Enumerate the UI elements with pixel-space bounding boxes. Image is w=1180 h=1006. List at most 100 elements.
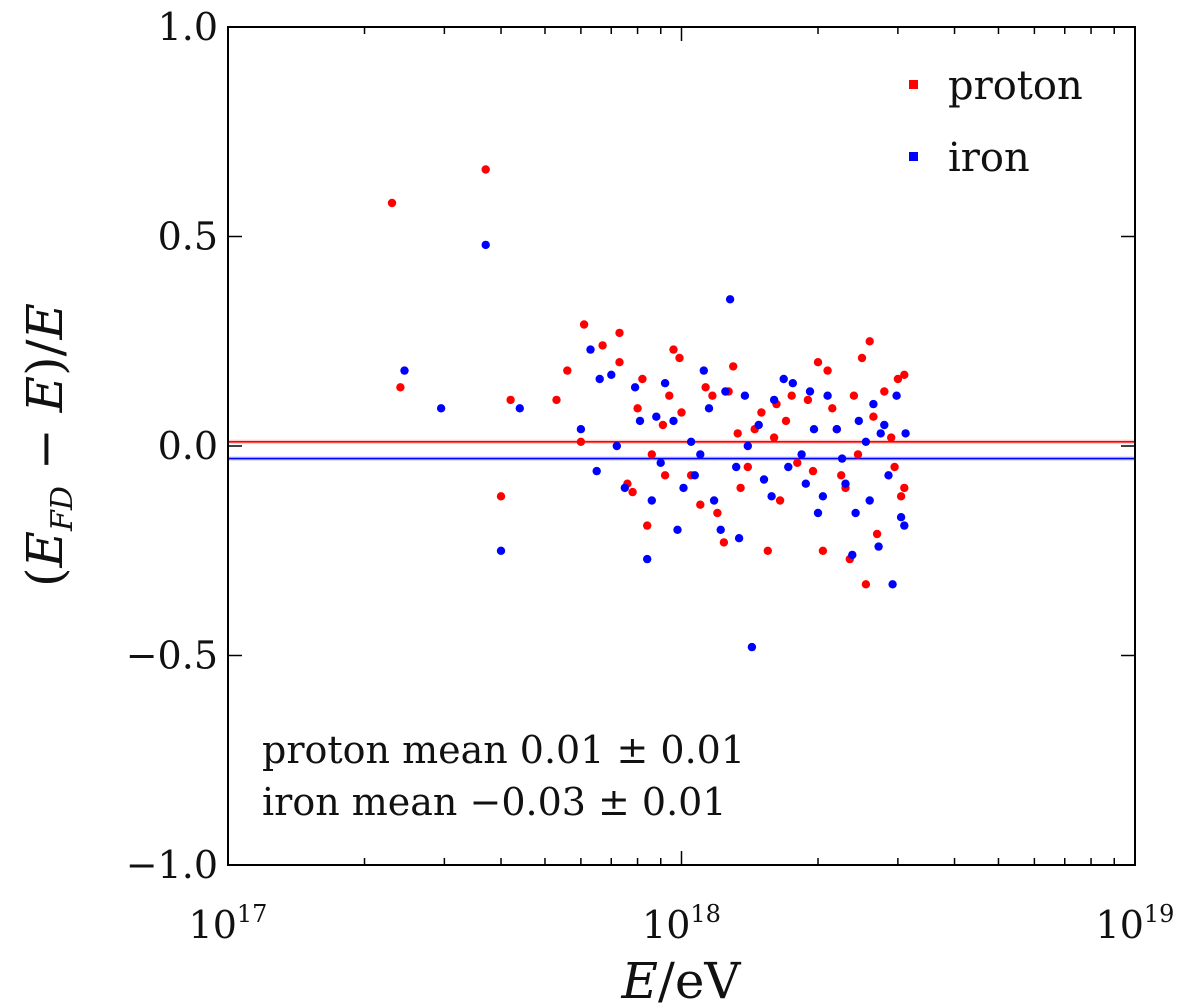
point-proton xyxy=(837,471,846,480)
axis-tick-labels: 1.0 0.5 0.0 −0.5 −1.0 1017 1018 1019 xyxy=(126,5,1175,947)
point-iron xyxy=(699,366,708,375)
point-proton xyxy=(872,529,882,539)
point-iron xyxy=(851,508,860,518)
point-iron xyxy=(901,429,910,438)
point-proton xyxy=(647,450,656,459)
point-proton xyxy=(803,395,813,405)
point-proton xyxy=(496,492,506,501)
point-iron xyxy=(595,374,604,384)
point-iron xyxy=(861,437,871,446)
point-iron xyxy=(884,471,893,480)
point-iron xyxy=(620,483,629,493)
point-iron xyxy=(747,642,757,652)
point-proton xyxy=(576,437,586,446)
point-proton xyxy=(893,374,903,384)
point-proton xyxy=(865,337,874,346)
point-proton xyxy=(857,353,867,363)
point-proton xyxy=(708,391,717,400)
annotation-proton-mean: proton mean 0.01 ± 0.01 xyxy=(262,728,745,772)
point-iron xyxy=(841,479,850,488)
point-proton xyxy=(828,404,837,413)
point-iron xyxy=(759,475,769,484)
point-iron xyxy=(854,416,863,426)
point-proton xyxy=(579,320,589,329)
point-iron xyxy=(805,387,815,396)
point-iron xyxy=(837,454,847,463)
point-iron xyxy=(754,420,763,430)
point-proton xyxy=(552,395,561,405)
point-proton xyxy=(736,483,745,493)
point-proton xyxy=(643,521,652,530)
point-proton xyxy=(787,391,796,400)
point-iron xyxy=(788,379,797,388)
y-tick-label: 0.0 xyxy=(158,424,218,468)
point-proton xyxy=(660,471,670,480)
point-iron xyxy=(813,508,823,518)
point-iron xyxy=(721,387,730,396)
point-proton xyxy=(675,353,684,363)
legend-marker-proton xyxy=(909,80,918,89)
point-iron xyxy=(876,429,885,438)
point-iron xyxy=(496,546,506,555)
point-iron xyxy=(769,395,779,405)
point-iron xyxy=(607,370,616,379)
point-proton xyxy=(638,374,647,384)
point-proton xyxy=(696,500,705,509)
point-proton xyxy=(861,580,871,589)
point-iron xyxy=(592,466,601,476)
x-tick-label: 1018 xyxy=(642,900,721,947)
point-iron xyxy=(896,513,906,522)
point-proton xyxy=(719,538,729,547)
y-axis-label: (EFD − E)/E xyxy=(16,303,80,587)
x-axis-label: E/eV xyxy=(620,952,741,1006)
point-iron xyxy=(900,521,909,530)
point-iron xyxy=(801,479,810,488)
annotation-iron-mean: iron mean −0.03 ± 0.01 xyxy=(262,780,727,824)
point-proton xyxy=(775,496,785,505)
point-iron xyxy=(635,416,645,426)
point-proton xyxy=(628,487,637,497)
point-iron xyxy=(696,450,705,459)
point-proton xyxy=(396,383,405,392)
point-iron xyxy=(400,366,409,375)
point-iron xyxy=(848,550,857,560)
point-iron xyxy=(652,412,661,421)
point-iron xyxy=(874,542,883,551)
point-iron xyxy=(660,379,670,388)
point-proton xyxy=(890,462,899,472)
point-proton xyxy=(869,412,878,421)
point-proton xyxy=(729,362,738,371)
point-iron xyxy=(725,295,735,304)
point-proton xyxy=(743,462,752,472)
point-proton xyxy=(563,366,572,375)
point-iron xyxy=(704,404,714,413)
point-iron xyxy=(576,425,586,434)
point-iron xyxy=(515,404,524,413)
point-proton xyxy=(733,429,742,438)
legend-marker-iron xyxy=(909,152,918,161)
point-proton xyxy=(880,387,889,396)
data-points xyxy=(387,165,910,652)
point-proton xyxy=(849,391,859,400)
point-proton xyxy=(598,341,607,350)
point-iron xyxy=(784,462,793,472)
point-proton xyxy=(823,366,832,375)
point-iron xyxy=(669,416,678,426)
point-iron xyxy=(865,496,874,505)
point-proton xyxy=(677,408,686,417)
point-proton xyxy=(633,404,642,413)
x-tick-label: 1019 xyxy=(1096,900,1175,947)
point-proton xyxy=(615,328,624,338)
point-iron xyxy=(892,391,901,400)
legend: proton iron xyxy=(909,63,1083,181)
point-proton xyxy=(896,492,906,501)
point-iron xyxy=(767,492,776,501)
point-proton xyxy=(818,546,828,555)
point-iron xyxy=(809,425,819,434)
point-proton xyxy=(900,370,909,379)
point-proton xyxy=(506,395,515,405)
point-iron xyxy=(797,450,806,459)
point-proton xyxy=(769,433,779,442)
point-proton xyxy=(813,358,823,367)
